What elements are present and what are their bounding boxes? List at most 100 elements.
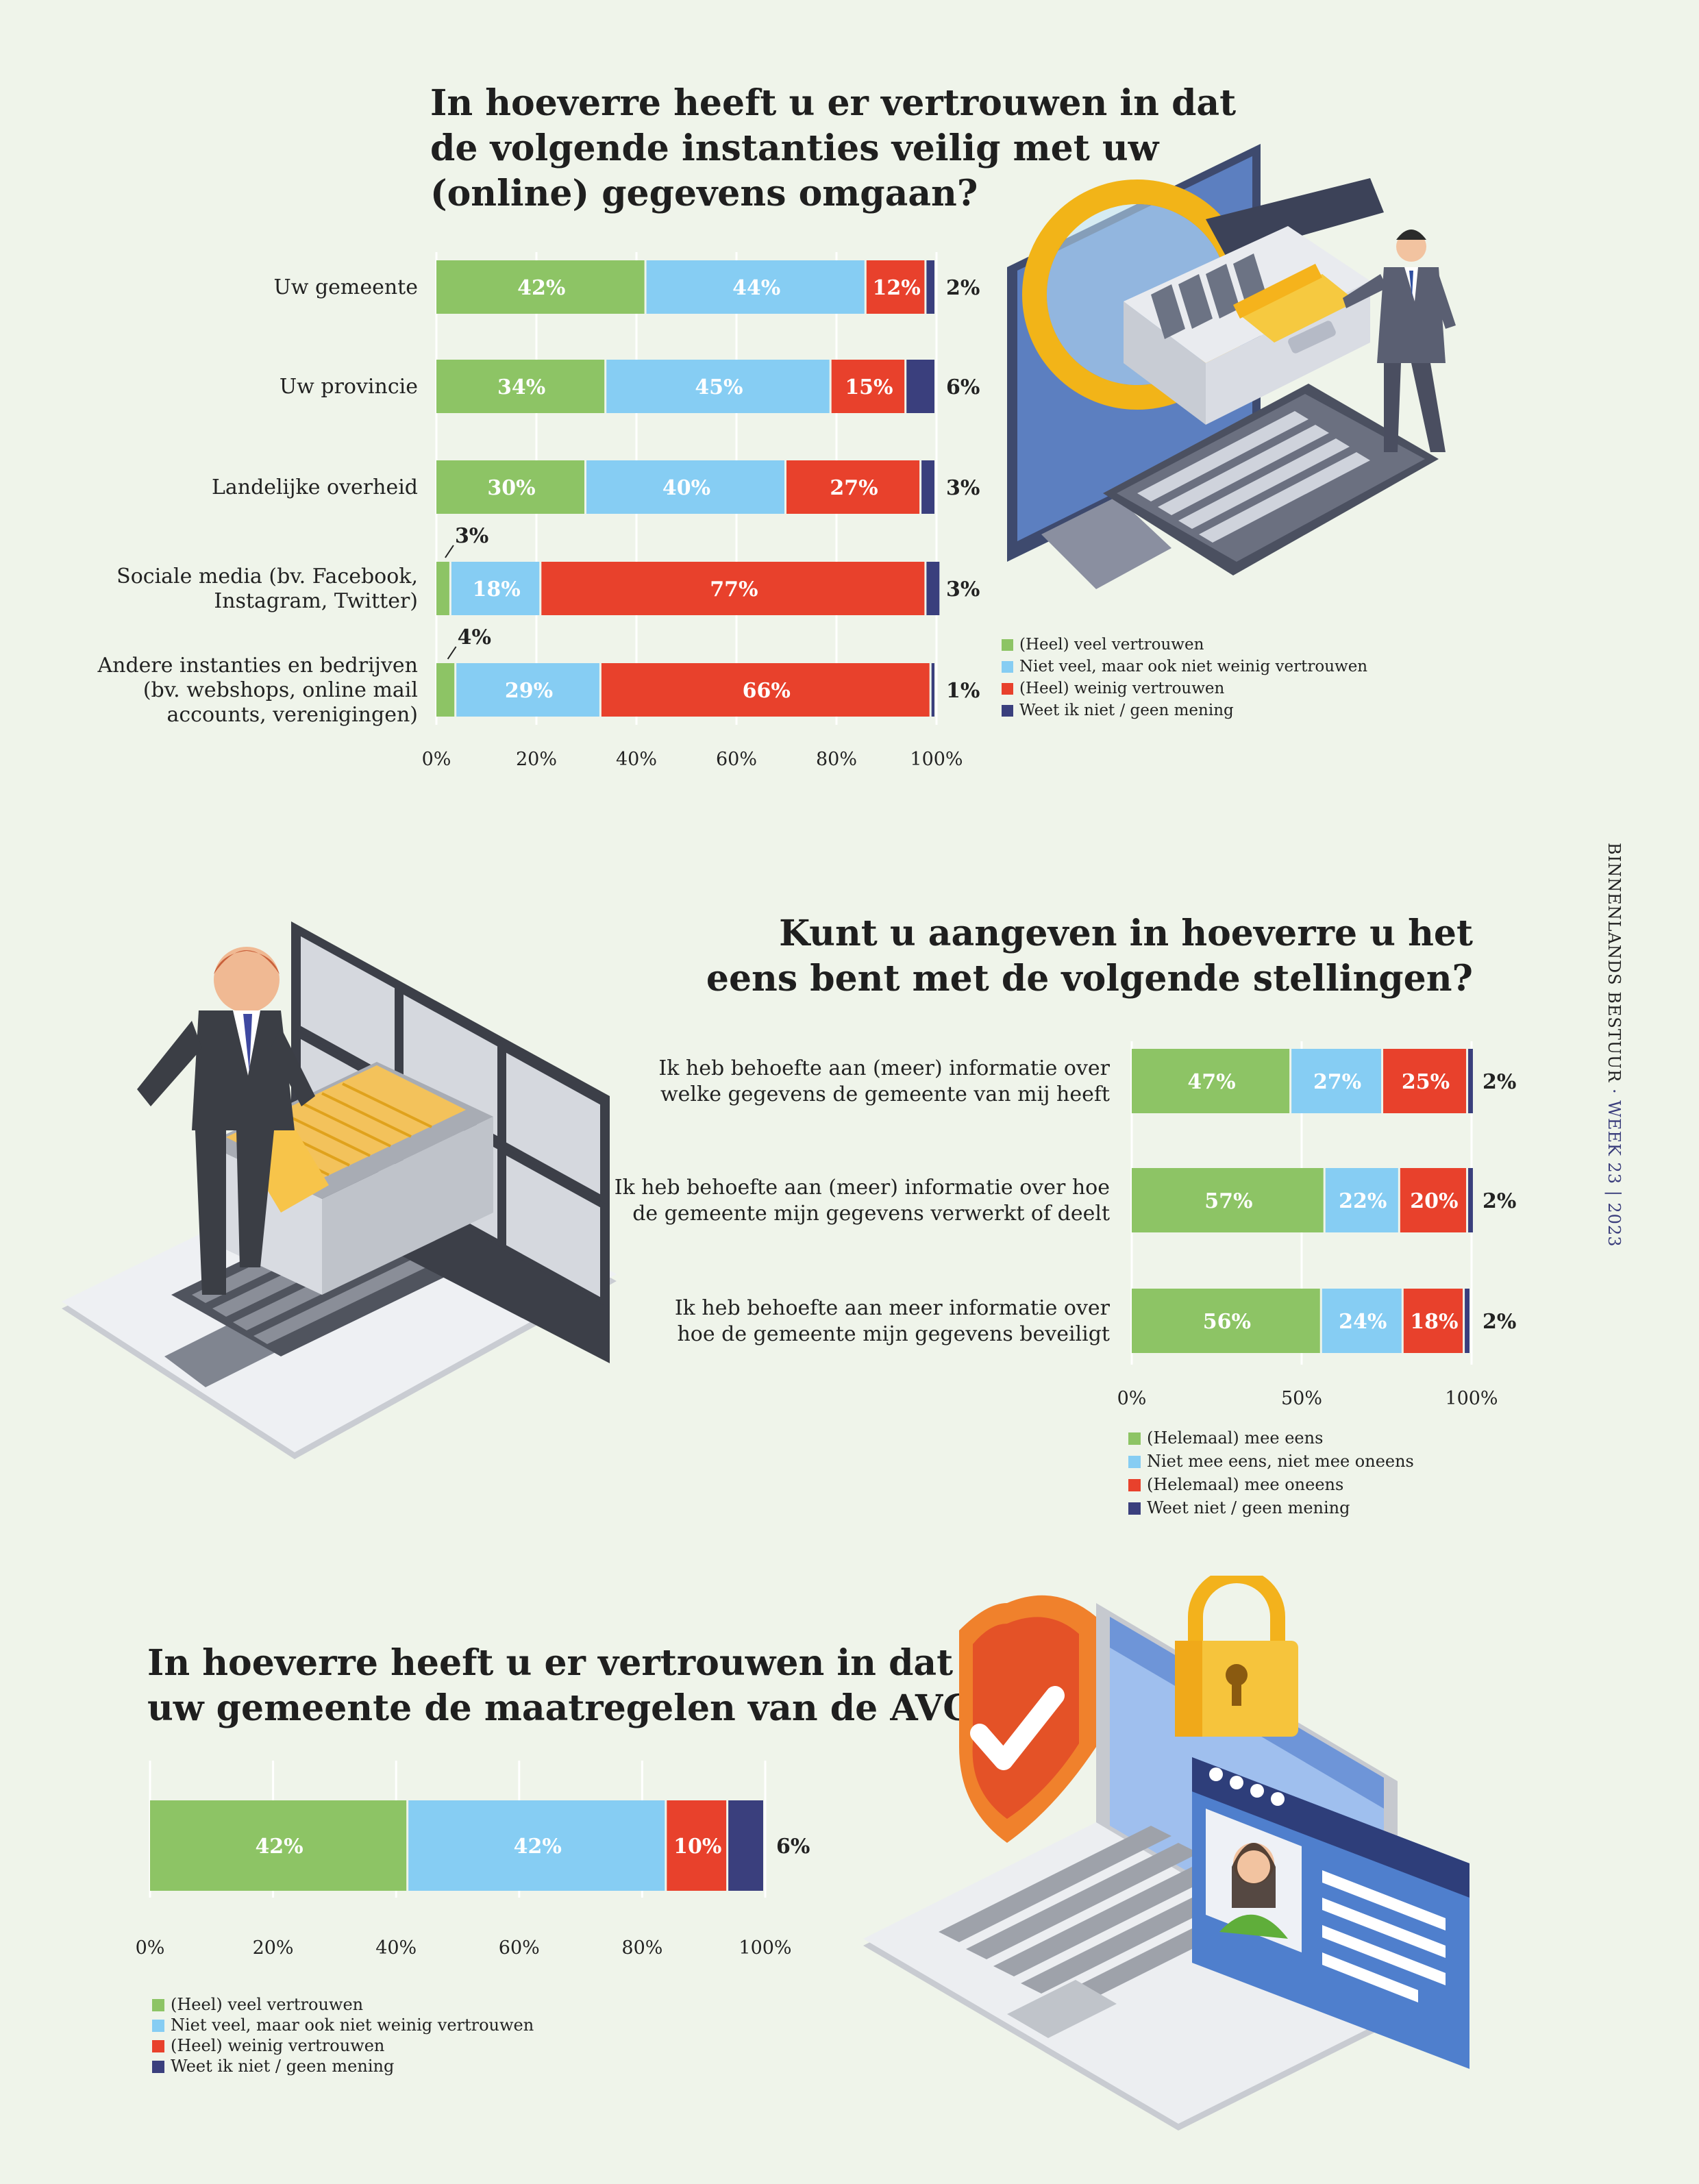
category-label-line: Andere instanties en bedrijven <box>97 654 418 678</box>
data-label: 47% <box>1187 1070 1235 1094</box>
legend-swatch <box>1128 1432 1141 1445</box>
legend-label: Weet ik niet / geen mening <box>171 2057 394 2076</box>
data-label: 34% <box>497 375 545 399</box>
bar-segment <box>606 360 830 413</box>
bar-segment <box>1403 1289 1463 1353</box>
category-label-line: Uw gemeente <box>273 275 418 299</box>
data-label: 29% <box>505 679 553 703</box>
data-label: 22% <box>1339 1189 1387 1213</box>
x-tick-label: 80% <box>816 749 857 770</box>
category-label-line: accounts, verenigingen) <box>166 703 418 727</box>
category-label-line: Ik heb behoefte aan (meer) informatie ov… <box>658 1056 1110 1080</box>
bar-segment <box>1468 1168 1473 1232</box>
category-label: Sociale media (bv. Facebook, Instagram, T… <box>116 564 418 613</box>
legend-swatch <box>1128 1502 1141 1515</box>
legend-label: (Helemaal) mee eens <box>1147 1428 1323 1448</box>
bar-segment <box>586 460 784 514</box>
chart3-title-line: In hoeverre heeft u er vertrouwen in dat <box>147 1642 954 1684</box>
legend-swatch <box>152 2020 164 2032</box>
bar-segment <box>646 260 865 314</box>
chart1-title-line: de volgende instanties veilig met uw <box>430 127 1159 169</box>
category-label: Ik heb behoefte aan (meer) informatie ov… <box>658 1056 1110 1106</box>
bar-segment <box>436 663 455 717</box>
legend-label: (Heel) veel vertrouwen <box>1019 636 1204 654</box>
legend-swatch <box>1002 683 1013 695</box>
bar-segment <box>1325 1168 1398 1232</box>
x-tick-label: 60% <box>716 749 757 770</box>
data-label: 40% <box>662 476 710 500</box>
legend-label: (Helemaal) mee oneens <box>1147 1475 1343 1494</box>
x-tick-label: 20% <box>516 749 557 770</box>
bar-segment <box>1132 1289 1320 1353</box>
data-label: 42% <box>255 1835 303 1859</box>
category-label-line: Ik heb behoefte aan meer informatie over <box>675 1296 1111 1320</box>
legend-swatch <box>152 1999 164 2011</box>
data-label: 18% <box>472 578 520 601</box>
data-label: 6% <box>776 1835 810 1859</box>
x-tick-label: 0% <box>136 1937 165 1959</box>
data-label: 42% <box>514 1835 562 1859</box>
bar-segment <box>541 562 925 615</box>
category-label: Landelijke overheid <box>212 475 418 499</box>
category-label-line: Ik heb behoefte aan (meer) informatie ov… <box>615 1176 1110 1200</box>
x-tick-label: 50% <box>1281 1388 1322 1409</box>
category-label-line: hoe de gemeente mijn gegevens beveiligt <box>677 1322 1110 1346</box>
legend-label: Niet veel, maar ook niet weinig vertrouw… <box>171 2015 534 2035</box>
bar-segment <box>456 663 599 717</box>
category-label: Uw gemeente <box>273 275 418 299</box>
bar-segment <box>1468 1049 1473 1113</box>
bar-segment <box>866 260 925 314</box>
bar-segment <box>1465 1289 1469 1353</box>
data-label: 42% <box>517 276 565 300</box>
computer-file-drawer-illustration <box>1007 144 1456 589</box>
bar-segment <box>921 460 934 514</box>
data-label: 12% <box>872 276 920 300</box>
x-tick-label: 40% <box>375 1937 417 1959</box>
bar-segment <box>436 360 605 413</box>
x-tick-label: 60% <box>499 1937 540 1959</box>
bar-segment <box>1132 1049 1290 1113</box>
data-label: 18% <box>1410 1310 1458 1334</box>
category-label-line: (bv. webshops, online mail <box>143 678 418 702</box>
category-label-line: de gemeente mijn gegevens verwerkt of de… <box>632 1202 1110 1226</box>
chart1-title-line: In hoeverre heeft u er vertrouwen in dat <box>430 82 1237 124</box>
data-label: 20% <box>1410 1189 1458 1213</box>
data-label: 27% <box>1313 1070 1361 1094</box>
bar-segment <box>436 460 584 514</box>
chart1-title-line: (online) gegevens omgaan? <box>430 173 978 214</box>
legend-label: (Heel) weinig vertrouwen <box>1019 680 1225 697</box>
data-label: 3% <box>946 476 980 500</box>
category-label: Ik heb behoefte aan meer informatie over… <box>675 1296 1111 1346</box>
bar-segment <box>926 260 934 314</box>
bar-segment <box>451 562 540 615</box>
x-tick-label: 40% <box>616 749 657 770</box>
bar-segment <box>1383 1049 1467 1113</box>
chart2-title-line: Kunt u aangeven in hoeverre u het <box>779 913 1473 954</box>
category-label-line: Instagram, Twitter) <box>214 589 418 613</box>
legend-label: Weet ik niet / geen mening <box>1019 702 1234 719</box>
legend-label: (Heel) weinig vertrouwen <box>171 2036 384 2055</box>
bar-segment <box>926 562 940 615</box>
data-label: 6% <box>946 375 980 399</box>
data-label: 10% <box>673 1835 721 1859</box>
data-label: 1% <box>946 679 980 703</box>
chart2-title-line: eens bent met de volgende stellingen? <box>706 958 1473 1000</box>
data-label: 77% <box>710 578 758 601</box>
data-label: 3% <box>946 578 980 601</box>
legend-swatch <box>1002 705 1013 717</box>
data-label: 44% <box>732 276 780 300</box>
data-label: 2% <box>1483 1189 1516 1213</box>
category-label: Andere instanties en bedrijven (bv. websh… <box>97 654 418 727</box>
leader-line <box>447 646 457 660</box>
bar-segment <box>408 1800 665 1891</box>
category-label: Uw provincie <box>280 375 418 399</box>
legend-label: Niet mee eens, niet mee oneens <box>1147 1452 1414 1471</box>
x-tick-label: 0% <box>422 749 451 770</box>
bar-segment <box>906 360 934 413</box>
data-label: 30% <box>487 476 535 500</box>
bar-segment <box>601 663 930 717</box>
data-label: 4% <box>458 625 491 649</box>
legend-swatch <box>1002 639 1013 651</box>
